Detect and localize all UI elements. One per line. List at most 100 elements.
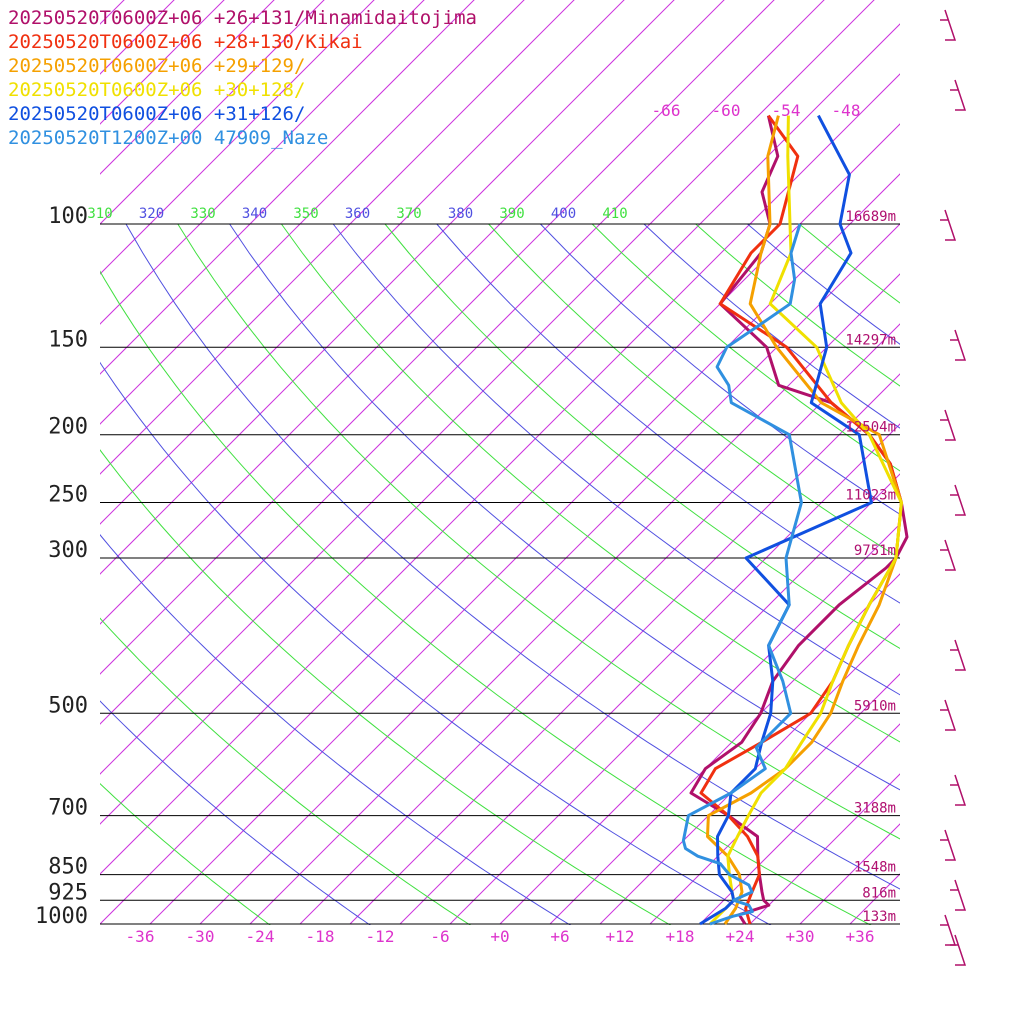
isotherm-line <box>499 523 900 925</box>
theta-line <box>100 617 471 925</box>
wind-barb <box>940 209 957 241</box>
theta-line <box>100 270 872 925</box>
skew-isotherm-label: -48 <box>832 101 861 120</box>
wind-barb <box>940 914 957 946</box>
theta-line <box>540 223 900 515</box>
wind-barb <box>940 9 957 41</box>
theta-label: 340 <box>242 206 267 222</box>
legend-entry: 20250520T0600Z+06 +30+128/ <box>8 79 305 101</box>
pressure-label: 250 <box>48 483 88 508</box>
legend-entry: 20250520T0600Z+06 +28+130/Kikai <box>8 31 363 53</box>
skew-isotherm-label: -54 <box>772 101 801 120</box>
theta-line <box>488 223 900 559</box>
legend: 20250520T0600Z+06 +26+131/Minamidaitojim… <box>8 7 477 149</box>
wind-barb <box>950 879 967 911</box>
isotherm-line <box>849 873 900 925</box>
pressure-label: 925 <box>48 880 88 905</box>
height-label: 11023m <box>845 488 896 504</box>
wind-barb <box>940 829 957 861</box>
pressure-label: 300 <box>48 538 88 563</box>
theta-label: 390 <box>499 206 524 222</box>
theta-line <box>229 223 900 791</box>
theta-line <box>100 783 271 925</box>
theta-line <box>280 223 900 743</box>
height-label: 16689m <box>845 209 896 225</box>
theta-line <box>177 223 900 840</box>
pressure-label: 100 <box>48 204 88 229</box>
height-label: 5910m <box>854 698 896 714</box>
isotherm-line <box>100 0 475 375</box>
pressure-label: 1000 <box>35 904 88 929</box>
wind-barb <box>940 539 957 571</box>
isobar-lines <box>100 223 900 925</box>
theta-label: 320 <box>139 206 164 222</box>
isotherm-line <box>899 923 900 924</box>
theta-line <box>643 223 900 429</box>
theta-line <box>798 223 900 304</box>
x-tick-label: -18 <box>306 927 335 946</box>
x-tick-label: +0 <box>490 927 509 946</box>
x-tick-label: -24 <box>246 927 275 946</box>
isotherm-line <box>100 0 275 175</box>
temperature-tick-labels: -36 -30 -24 -18 -12 -6 +0 +6 +12 +18 +24 +30 +36 <box>126 927 875 946</box>
skew-isotherm-label: -66 <box>652 101 681 120</box>
isotherm-line <box>349 373 900 925</box>
theta-label: 350 <box>293 206 318 222</box>
theta-line <box>100 700 371 925</box>
theta-line <box>100 534 572 925</box>
legend-entry: 20250520T0600Z+06 +26+131/Minamidaitojim… <box>8 7 477 29</box>
isotherm-line <box>449 473 900 925</box>
height-label: 12504m <box>845 420 896 436</box>
theta-line <box>100 361 772 925</box>
legend-entry: 20250520T0600Z+06 +31+126/ <box>8 103 305 125</box>
theta-label: 310 <box>87 206 112 222</box>
theta-line <box>436 223 900 604</box>
theta-labels: 310 320 330 340 350 360 370 380 390 400 410 <box>87 206 627 222</box>
height-labels: 16689m 14297m 12504m 11023m 9751m 5910m 3188m 1… <box>845 209 896 925</box>
theta-line <box>384 223 900 650</box>
wind-barb <box>940 699 957 731</box>
wind-barb <box>950 484 967 516</box>
isotherm-line <box>549 573 900 925</box>
isotherm-line <box>100 0 225 125</box>
isotherm-line <box>100 0 525 425</box>
theta-label: 410 <box>602 206 627 222</box>
x-tick-label: -12 <box>366 927 395 946</box>
isotherm-line <box>799 823 900 925</box>
theta-label: 360 <box>345 206 370 222</box>
wind-barb <box>950 774 967 806</box>
x-tick-label: -6 <box>430 927 449 946</box>
height-label: 816m <box>862 885 896 901</box>
pressure-label: 700 <box>48 796 88 821</box>
series-line <box>699 114 873 926</box>
isotherm-line <box>649 673 900 925</box>
height-label: 9751m <box>854 543 896 559</box>
height-label: 1548m <box>854 860 896 876</box>
pressure-label: 500 <box>48 693 88 718</box>
x-tick-label: +36 <box>846 927 875 946</box>
wind-barb <box>940 409 957 441</box>
isotherm-line <box>100 0 375 275</box>
pressure-label: 150 <box>48 327 88 352</box>
theta-label: 380 <box>448 206 473 222</box>
series-line <box>706 115 903 925</box>
pressure-label: 200 <box>48 415 88 440</box>
series-line <box>681 223 803 926</box>
theta-line <box>100 449 672 925</box>
wind-barb <box>950 329 967 361</box>
theta-label: 330 <box>190 206 215 222</box>
isotherm-line <box>100 0 425 325</box>
x-tick-label: +24 <box>726 927 755 946</box>
height-label: 3188m <box>854 801 896 817</box>
wind-barbs <box>940 9 967 966</box>
x-tick-label: +18 <box>666 927 695 946</box>
skew-isotherm-label: -60 <box>712 101 741 120</box>
dry-adiabat-lines <box>100 223 900 925</box>
x-tick-label: +30 <box>786 927 815 946</box>
x-tick-label: -36 <box>126 927 155 946</box>
temperature-profiles <box>681 114 909 926</box>
theta-label: 370 <box>396 206 421 222</box>
theta-label: 400 <box>551 206 576 222</box>
